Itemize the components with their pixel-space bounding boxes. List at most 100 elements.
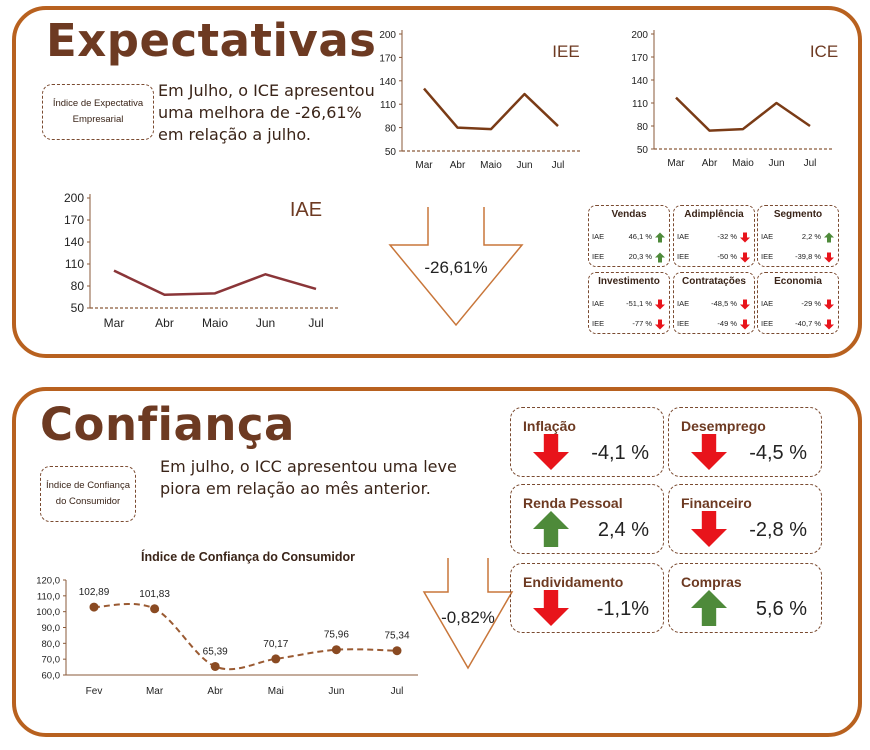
y-tick-label: 200 [64, 191, 84, 205]
segment-row-label: IAE [761, 232, 774, 241]
arrow-down-icon [824, 319, 834, 330]
arrow-up-icon [655, 252, 665, 263]
y-tick-label: 120,0 [36, 576, 60, 587]
segment-box: Vendas IAE 46,1 % IEE 20,3 % [588, 205, 670, 267]
arrow-down-icon [740, 299, 750, 310]
y-tick-label: 50 [385, 147, 397, 158]
series-line [93, 602, 398, 671]
x-tick-label: Maio [480, 160, 502, 171]
x-tick-label: Abr [450, 160, 466, 171]
y-tick-label: 50 [71, 301, 85, 315]
y-tick-label: 140 [631, 76, 648, 87]
indicator-value: -4,5 % [749, 442, 807, 464]
y-tick-label: 80,0 [42, 639, 61, 650]
indicator-box: Endividamento -1,1% [510, 563, 664, 633]
segment-box: Contratações IAE -48,5 % IEE -49 % [673, 272, 755, 334]
x-tick-label: Mar [104, 316, 125, 330]
segment-iae-row: IAE 2,2 % [761, 232, 835, 244]
series-line [675, 96, 811, 132]
segment-title: Contratações [682, 276, 746, 287]
confianca-down-arrow-icon [422, 558, 514, 670]
data-label: 75,96 [324, 630, 349, 641]
segment-row-value: 20,3 % [628, 252, 652, 261]
segment-title: Segmento [773, 209, 823, 220]
data-label: 102,89 [79, 587, 110, 598]
chart-title: Índice de Confiança do Consumidor [141, 549, 355, 564]
segment-iae-row: IAE -51,1 % [592, 299, 666, 311]
series-line [113, 269, 317, 297]
indicator-box: Compras 5,6 % [668, 563, 822, 633]
y-tick-label: 110,0 [37, 591, 60, 602]
segment-title: Economia [774, 276, 822, 287]
x-tick-label: Jul [804, 158, 817, 169]
segment-iee-row: IEE -40,7 % [761, 319, 835, 331]
arrow-down-icon [824, 299, 834, 310]
confianca-title: Confiança [40, 398, 295, 451]
y-tick-label: 50 [637, 145, 649, 156]
segment-iae-row: IAE -29 % [761, 299, 835, 311]
x-tick-label: Abr [207, 686, 223, 697]
segment-row-value: -40,7 % [795, 319, 821, 328]
arrow-down-icon [533, 434, 569, 470]
arrow-up-icon [691, 590, 727, 626]
segment-iae-row: IAE -48,5 % [677, 299, 751, 311]
segment-title: Investimento [598, 276, 660, 287]
indicator-title: Endividamento [523, 574, 624, 590]
y-tick-label: 110 [632, 99, 648, 110]
segment-iee-row: IEE 20,3 % [592, 252, 666, 264]
segment-row-value: -48,5 % [711, 299, 737, 308]
arrow-down-icon [740, 319, 750, 330]
indicator-title: Compras [681, 574, 742, 590]
x-tick-label: Jul [552, 160, 565, 171]
indicator-title: Financeiro [681, 495, 752, 511]
segment-row-label: IEE [677, 319, 690, 328]
segment-row-value: -32 % [717, 232, 737, 241]
y-tick-label: 170 [64, 213, 84, 227]
segment-row-value: -50 % [717, 252, 737, 261]
segment-row-label: IAE [761, 299, 774, 308]
indicator-value: 5,6 % [755, 598, 807, 620]
segment-row-label: IEE [761, 252, 774, 261]
x-tick-label: Maio [202, 316, 228, 330]
y-tick-label: 100,0 [36, 607, 60, 618]
iae-chart: 200 170 140 110 80 50 Mar Abr Maio Jun Jul IAE [64, 191, 340, 330]
arrow-down-icon [740, 252, 750, 263]
arrow-down-icon [655, 319, 665, 330]
chart-title: IAE [290, 199, 322, 221]
x-tick-label: Mai [268, 686, 284, 697]
icc-chart: Índice de Confiança do Consumidor 120,0 11… [36, 549, 418, 697]
x-tick-label: Mar [667, 158, 685, 169]
segment-row-label: IEE [592, 319, 605, 328]
y-tick-label: 80 [637, 122, 649, 133]
segment-title: Vendas [611, 209, 647, 220]
ice-chart: 200 170 140 110 80 50 Mar Abr Maio Jun Jul ICE [631, 30, 838, 169]
x-tick-label: Abr [155, 316, 174, 330]
arrow-down-icon [824, 252, 834, 263]
chart-title: ICE [810, 42, 838, 61]
arrow-down-icon [691, 434, 727, 470]
arrow-up-icon [655, 232, 665, 243]
confianca-index-pill: Índice de Confiança do Consumidor [40, 466, 136, 522]
y-tick-label: 170 [379, 53, 396, 64]
data-point [271, 654, 281, 664]
y-tick-label: 200 [631, 30, 648, 41]
segment-row-label: IAE [592, 232, 605, 241]
segment-iae-row: IAE 46,1 % [592, 232, 666, 244]
expectativas-title: Expectativas [46, 14, 377, 67]
series-line [423, 87, 559, 131]
indicator-value: -4,1 % [591, 442, 649, 464]
x-tick-label: Jul [391, 686, 404, 697]
y-tick-label: 110 [65, 257, 84, 271]
segment-box: Segmento IAE 2,2 % IEE -39,8 % [757, 205, 839, 267]
segment-row-label: IAE [677, 232, 690, 241]
segment-row-value: -51,1 % [626, 299, 652, 308]
indicator-title: Inflação [523, 418, 576, 434]
confianca-change: -0,82% [441, 608, 495, 627]
indicator-box: Financeiro -2,8 % [668, 484, 822, 554]
chart-title: IEE [552, 42, 579, 61]
data-point [331, 645, 341, 655]
indicator-title: Desemprego [681, 418, 766, 434]
arrow-down-icon [740, 232, 750, 243]
segment-row-label: IEE [592, 252, 605, 261]
segment-row-value: -49 % [717, 319, 737, 328]
